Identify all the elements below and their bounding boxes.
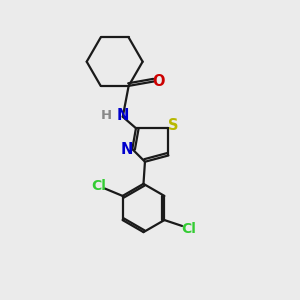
Text: H: H bbox=[101, 109, 112, 122]
Text: N: N bbox=[121, 142, 133, 157]
Text: Cl: Cl bbox=[91, 179, 106, 193]
Text: O: O bbox=[153, 74, 165, 89]
Text: S: S bbox=[169, 118, 179, 134]
Text: Cl: Cl bbox=[181, 222, 196, 236]
Text: N: N bbox=[117, 108, 129, 123]
